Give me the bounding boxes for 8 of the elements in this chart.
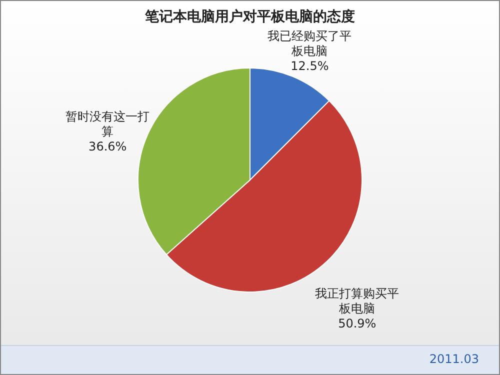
- data-label: 50.9%: [338, 316, 376, 330]
- data-label: 12.5%: [290, 58, 329, 73]
- slice-label: 暂时没有这一打算: [66, 109, 150, 138]
- slice-label: 我正打算购买平板电脑: [315, 286, 400, 316]
- chart-title: 笔记本电脑用户对平板电脑的态度: [144, 8, 355, 25]
- text: 2011.03: [429, 352, 479, 366]
- slice-label: 我已经购买了平板电脑: [268, 28, 352, 58]
- data-label: 36.6%: [88, 139, 127, 154]
